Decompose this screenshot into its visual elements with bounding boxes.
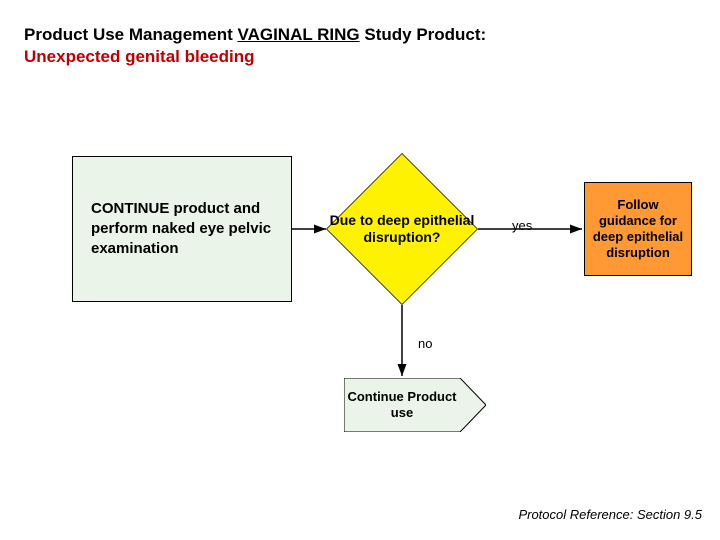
edge-label-yes: yes — [512, 218, 532, 233]
edge-label-no: no — [418, 336, 432, 351]
node-action-yes-text: Follow guidance for deep epithelial disr… — [589, 197, 687, 262]
slide-title: Product Use Management VAGINAL RING Stud… — [24, 24, 486, 68]
node-decision-label: Due to deep epithelial disruption? — [326, 212, 478, 247]
title-line1-post: Study Product: — [360, 25, 487, 44]
node-action-yes: Follow guidance for deep epithelial disr… — [584, 182, 692, 276]
node-start-text: CONTINUE product and perform naked eye p… — [91, 199, 291, 260]
node-start: CONTINUE product and perform naked eye p… — [72, 156, 292, 302]
title-line2: Unexpected genital bleeding — [24, 47, 255, 66]
footer-reference: Protocol Reference: Section 9.5 — [518, 507, 702, 522]
node-continue-text-wrap: Continue Product use — [344, 378, 460, 432]
node-decision-text: Due to deep epithelial disruption? — [326, 153, 478, 305]
node-continue-text: Continue Product use — [344, 389, 460, 422]
title-line1-pre: Product Use Management — [24, 25, 238, 44]
node-continue-no: Continue Product use — [344, 378, 486, 432]
title-line1-underline: VAGINAL RING — [238, 25, 360, 44]
node-decision: Due to deep epithelial disruption? — [326, 153, 478, 305]
